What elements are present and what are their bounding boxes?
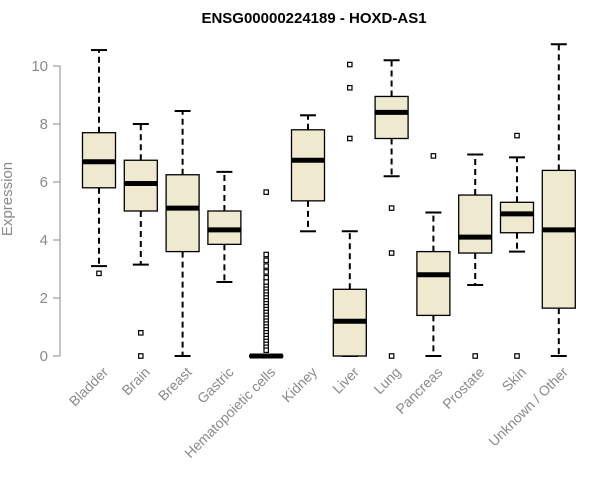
outlier-point [347, 135, 353, 142]
outlier-point [472, 353, 479, 359]
box-4 [249, 189, 284, 359]
outlier-point [388, 205, 395, 211]
y-tick-label: 10 [31, 58, 48, 75]
outlier-point [138, 353, 144, 359]
y-axis: 0 2 4 6 8 10 [31, 58, 61, 365]
outlier-point [138, 330, 144, 336]
box-iqr [499, 201, 535, 234]
box-1 [123, 123, 158, 359]
y-tick-label: 2 [40, 290, 48, 307]
box-series [81, 43, 576, 359]
box-5 [290, 114, 326, 233]
chart-title: ENSG00000224189 - HOXD-AS1 [201, 10, 426, 27]
outlier-point [263, 347, 270, 354]
box-9 [458, 153, 493, 359]
outlier-point [263, 257, 270, 264]
box-10 [499, 132, 535, 359]
box-0 [81, 49, 117, 277]
x-tick-label: Kidney [279, 364, 321, 406]
box-iqr [374, 95, 409, 140]
x-tick-label: Bladder [66, 364, 112, 410]
y-axis-label: Expression [0, 162, 16, 236]
x-tick-label: Lung [370, 364, 403, 397]
box-3 [207, 170, 242, 284]
outlier-point [263, 274, 270, 281]
outlier-point [388, 353, 395, 359]
y-tick-label: 6 [40, 174, 48, 191]
outlier-point [514, 353, 520, 359]
y-tick-label: 4 [40, 232, 48, 249]
x-tick-label: Prostate [439, 364, 487, 412]
box-7 [374, 59, 409, 359]
outlier-point [263, 251, 270, 258]
x-tick-label: Brain [118, 364, 152, 398]
outlier-point [263, 279, 270, 285]
x-tick-label: Liver [329, 364, 362, 397]
outlier-point [263, 269, 270, 275]
outlier-point [347, 61, 353, 68]
outlier-point [347, 84, 353, 91]
box-11 [541, 43, 576, 357]
y-tick-label: 8 [40, 116, 48, 133]
x-tick-label: Unknown / Other [485, 364, 571, 450]
y-tick-label: 0 [40, 348, 48, 365]
outlier-point [514, 132, 520, 139]
box-8 [416, 153, 451, 357]
outlier-point [263, 263, 270, 269]
outlier-point [388, 250, 395, 256]
outlier-point [96, 270, 102, 277]
box-iqr [290, 129, 326, 202]
box-iqr [541, 169, 576, 309]
x-tick-label: Skin [499, 364, 530, 395]
outlier-point [430, 153, 437, 159]
box-iqr [416, 250, 451, 317]
box-iqr [458, 194, 493, 254]
outlier-point [263, 189, 270, 195]
box-iqr [165, 174, 200, 253]
box-2 [165, 109, 200, 357]
x-tick-label: Breast [155, 364, 195, 404]
box-6 [332, 61, 367, 357]
